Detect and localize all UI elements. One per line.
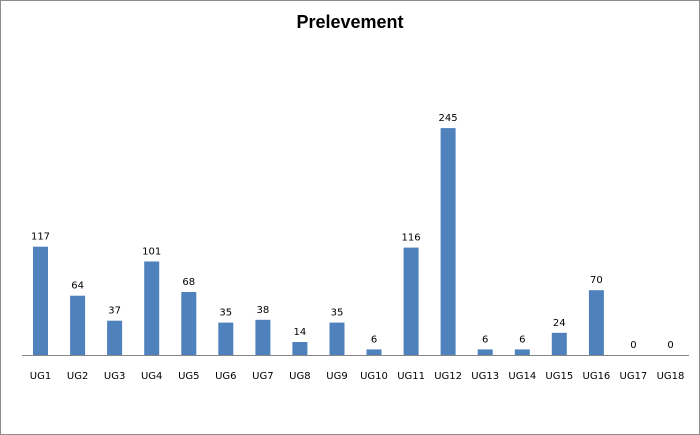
x-tick-label-UG1: UG1 [30,371,51,382]
data-label-UG4: 101 [142,247,161,258]
data-label-UG3: 37 [108,306,121,317]
x-tick-label-UG14: UG14 [508,371,536,382]
x-tick-label-UG5: UG5 [178,371,199,382]
bar-UG2 [70,295,86,355]
data-label-UG9: 35 [331,308,344,319]
data-label-UG5: 68 [182,277,195,288]
data-label-UG12: 245 [439,113,458,124]
chart-title: Prelevement [296,12,404,32]
data-label-UG7: 38 [257,305,270,316]
x-tick-label-UG10: UG10 [360,371,388,382]
x-tick-label-UG17: UG17 [620,371,648,382]
bar-UG12 [440,128,456,355]
bar-UG11 [403,247,419,355]
data-label-UG14: 6 [519,334,525,345]
bar-UG10 [366,349,382,355]
x-tick-label-UG13: UG13 [471,371,499,382]
bar-UG1 [33,246,48,355]
bar-UG7 [255,319,271,355]
data-label-UG1: 117 [31,232,50,243]
data-label-UG10: 6 [371,334,377,345]
x-tick-label-UG11: UG11 [397,371,425,382]
bar-UG15 [551,332,567,355]
data-label-UG16: 70 [590,275,603,286]
bar-UG14 [514,349,530,355]
bar-UG5 [181,292,197,355]
x-tick-label-UG8: UG8 [289,371,310,382]
data-label-UG8: 14 [294,327,307,338]
data-label-UG15: 24 [553,318,566,329]
data-label-UG18: 0 [667,340,673,351]
x-tick-label-UG16: UG16 [583,371,611,382]
x-tick-label-UG15: UG15 [545,371,573,382]
bar-UG6 [218,322,234,355]
bar-UG3 [107,320,123,355]
x-tick-label-UG2: UG2 [67,371,88,382]
x-tick-label-UG12: UG12 [434,371,462,382]
bar-UG4 [144,261,160,355]
data-label-UG13: 6 [482,334,488,345]
data-label-UG11: 116 [402,233,421,244]
bar-UG9 [329,322,345,355]
x-tick-label-UG6: UG6 [215,371,236,382]
data-label-UG2: 64 [71,281,84,292]
data-label-UG6: 35 [219,308,232,319]
x-tick-label-UG7: UG7 [252,371,273,382]
bar-UG8 [292,342,308,355]
x-tick-label-UG18: UG18 [657,371,685,382]
data-label-UG17: 0 [630,340,636,351]
x-tick-label-UG3: UG3 [104,371,125,382]
bar-UG16 [588,290,604,355]
x-tick-label-UG4: UG4 [141,371,162,382]
bar-UG13 [477,349,493,355]
x-tick-label-UG9: UG9 [326,371,347,382]
